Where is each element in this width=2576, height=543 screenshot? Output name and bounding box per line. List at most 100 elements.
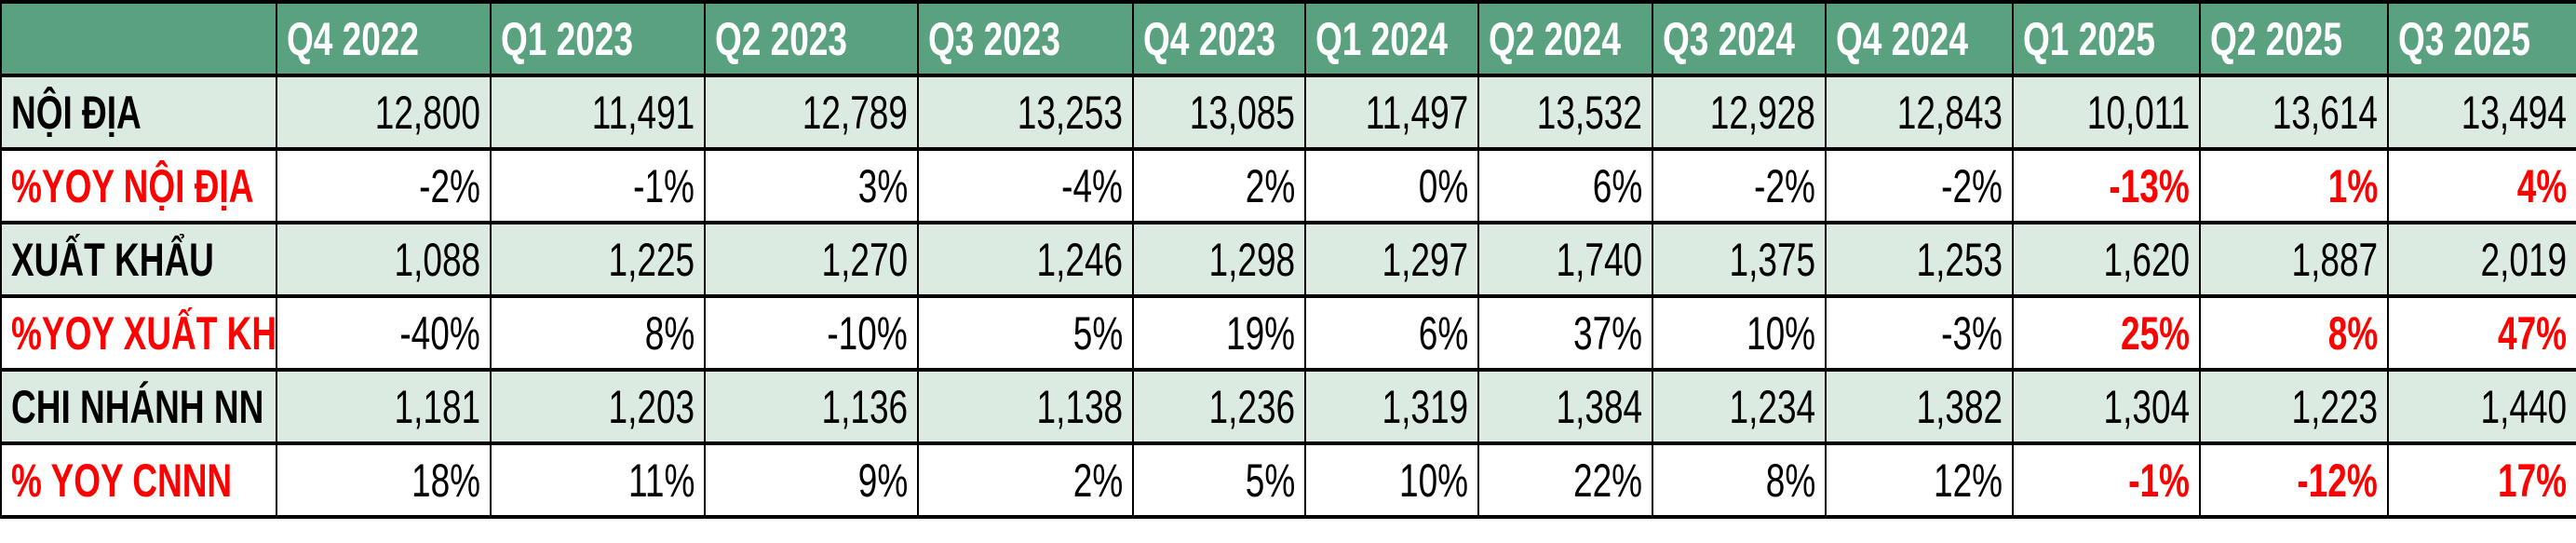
value-cell: 12,800: [276, 74, 492, 151]
value-text: 25%: [2120, 306, 2190, 360]
value-text: 22%: [1572, 454, 1642, 507]
value-text: 1,319: [1382, 380, 1468, 433]
value-text: -10%: [827, 306, 908, 360]
value-text: 1,297: [1382, 233, 1468, 286]
table-row: % YOY CNNN 18% 11% 9% 2% 5% 10% 22% 8% 12% -1% -12%…: [0, 441, 2576, 519]
value-cell: 1,887: [2199, 221, 2389, 298]
value-cell: 1,440: [2387, 368, 2576, 445]
row-label: %YOY NỘI ĐỊA: [0, 147, 277, 224]
column-header-label: Q2 2024: [1489, 12, 1621, 65]
value-cell: 1,620: [2012, 221, 2201, 298]
value-cell: 5%: [917, 294, 1134, 372]
value-cell: 13,494: [2387, 74, 2576, 151]
value-text: 11,491: [591, 86, 695, 139]
value-cell: 6%: [1477, 147, 1653, 224]
value-cell: 1,246: [917, 221, 1134, 298]
row-label: CHI NHÁNH NN: [0, 368, 277, 445]
value-text: 13,494: [2461, 86, 2567, 139]
value-text: 13,253: [1017, 86, 1123, 139]
value-text: 1,270: [821, 233, 908, 286]
column-header-label: Q2 2023: [715, 12, 847, 65]
corner-cell: [0, 0, 277, 77]
value-text: 12%: [1933, 454, 2003, 507]
value-text: 0%: [1418, 159, 1468, 212]
column-header: Q1 2023: [490, 0, 706, 77]
value-text: 9%: [857, 454, 908, 507]
value-cell: 10%: [1304, 441, 1479, 519]
column-header: Q2 2024: [1477, 0, 1653, 77]
value-text: 8%: [644, 306, 695, 360]
row-label: %YOY XUẤT KHẨU: [0, 294, 277, 372]
value-text: 5%: [1245, 454, 1295, 507]
value-cell: 12%: [1825, 441, 2014, 519]
value-text: 19%: [1225, 306, 1295, 360]
value-text: -4%: [1061, 159, 1123, 212]
value-text: -12%: [2297, 454, 2378, 507]
value-cell: 1,253: [1825, 221, 2014, 298]
value-text: 1,253: [1916, 233, 2003, 286]
table-row: %YOY XUẤT KHẨU -40% 8% -10% 5% 19% 6% 37% 10% -3%…: [0, 294, 2576, 372]
table-body: NỘI ĐỊA 12,800 11,491 12,789 13,253 13,085 11,…: [0, 74, 2576, 519]
value-cell: 1,181: [276, 368, 492, 445]
value-cell: 2,019: [2387, 221, 2576, 298]
value-text: 17%: [2497, 454, 2567, 507]
value-cell: -13%: [2012, 147, 2201, 224]
column-header: Q3 2023: [917, 0, 1134, 77]
value-text: 1,298: [1208, 233, 1295, 286]
value-cell: 12,843: [1825, 74, 2014, 151]
value-cell: 12,789: [704, 74, 919, 151]
value-cell: 4%: [2387, 147, 2576, 224]
column-header-label: Q2 2025: [2210, 12, 2342, 65]
value-text: 13,614: [2272, 86, 2378, 139]
value-cell: 11,497: [1304, 74, 1479, 151]
value-cell: 3%: [704, 147, 919, 224]
value-text: 1,384: [1556, 380, 1642, 433]
value-text: 12,789: [802, 86, 908, 139]
column-header: Q1 2025: [2012, 0, 2201, 77]
column-header: Q4 2022: [276, 0, 492, 77]
column-header: Q2 2023: [704, 0, 919, 77]
value-cell: 2%: [1132, 147, 1306, 224]
value-text: 2%: [1245, 159, 1295, 212]
value-text: 12,843: [1896, 86, 2003, 139]
value-text: 1,382: [1916, 380, 2003, 433]
value-cell: 13,532: [1477, 74, 1653, 151]
table-row: %YOY NỘI ĐỊA -2% -1% 3% -4% 2% 0% 6% -2% -2% -13% 1…: [0, 147, 2576, 224]
value-text: 1,236: [1208, 380, 1295, 433]
value-cell: 8%: [1652, 441, 1827, 519]
value-cell: 1,136: [704, 368, 919, 445]
table-header: Q4 2022 Q1 2023 Q2 2023 Q3 2023 Q4 2023 Q1 20…: [0, 0, 2576, 77]
value-cell: 10%: [1652, 294, 1827, 372]
value-cell: -40%: [276, 294, 492, 372]
row-label: % YOY CNNN: [0, 441, 277, 519]
value-cell: 11,491: [490, 74, 706, 151]
value-cell: 1,382: [1825, 368, 2014, 445]
value-cell: -2%: [276, 147, 492, 224]
column-header-label: Q4 2023: [1143, 12, 1275, 65]
value-cell: -2%: [1825, 147, 2014, 224]
value-text: 18%: [411, 454, 480, 507]
value-text: 6%: [1418, 306, 1468, 360]
value-cell: 13,085: [1132, 74, 1306, 151]
value-cell: 10,011: [2012, 74, 2201, 151]
value-cell: -2%: [1652, 147, 1827, 224]
value-text: 5%: [1072, 306, 1123, 360]
value-cell: 9%: [704, 441, 919, 519]
value-text: 1,225: [608, 233, 695, 286]
column-header-label: Q1 2023: [501, 12, 633, 65]
value-text: 37%: [1572, 306, 1642, 360]
value-text: 1,375: [1729, 233, 1815, 286]
header-row: Q4 2022 Q1 2023 Q2 2023 Q3 2023 Q4 2023 Q1 20…: [0, 0, 2576, 77]
value-cell: 11%: [490, 441, 706, 519]
value-text: 1,304: [2103, 380, 2190, 433]
value-text: 4%: [2516, 159, 2567, 212]
value-text: 1,223: [2291, 380, 2378, 433]
column-header: Q2 2025: [2199, 0, 2389, 77]
column-header: Q4 2024: [1825, 0, 2014, 77]
value-cell: 1,225: [490, 221, 706, 298]
value-cell: 1,298: [1132, 221, 1306, 298]
value-text: 47%: [2497, 306, 2567, 360]
table-row: NỘI ĐỊA 12,800 11,491 12,789 13,253 13,085 11,…: [0, 74, 2576, 151]
value-cell: 1%: [2199, 147, 2389, 224]
row-label-text: XUẤT KHẨU: [11, 233, 214, 286]
